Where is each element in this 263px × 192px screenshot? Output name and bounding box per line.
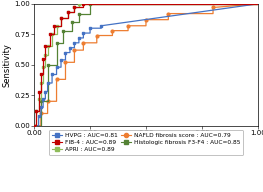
Y-axis label: Sensitivity: Sensitivity [2,43,12,87]
X-axis label: 1-Specificity: 1-Specificity [120,139,172,148]
Legend: HVPG : AUC=0.81, FIB-4 : AUC=0.89, APRI : AUC=0.89, NAFLD fibrosis score : AUC=0: HVPG : AUC=0.81, FIB-4 : AUC=0.89, APRI … [49,130,243,155]
